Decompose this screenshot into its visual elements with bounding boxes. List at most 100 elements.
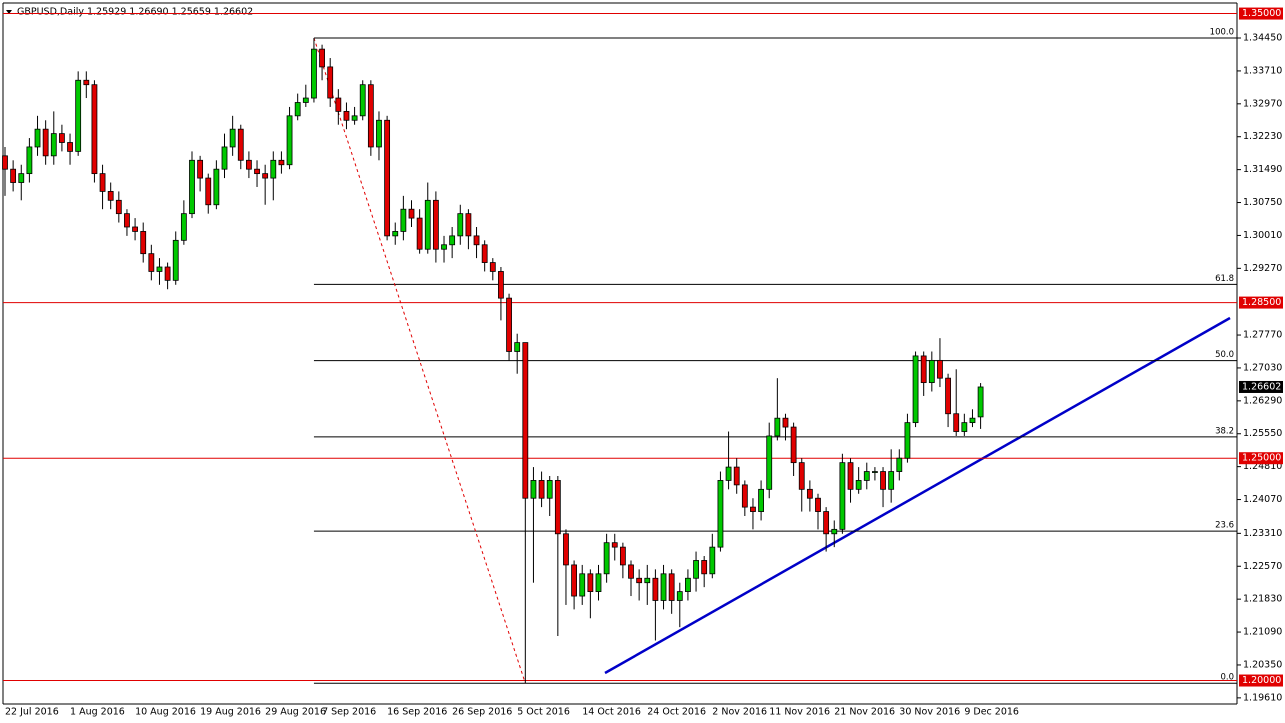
candle-body: [205, 177, 212, 206]
candle-body: [294, 102, 301, 117]
x-tick-label: 1 Aug 2016: [70, 707, 125, 718]
candle-body: [628, 564, 634, 579]
candle-body: [953, 413, 960, 432]
candle-body: [392, 231, 399, 237]
candle-body: [701, 560, 708, 575]
y-tick-label: 1.24070: [1243, 494, 1282, 505]
candle-body: [115, 199, 122, 215]
candle-body: [676, 591, 683, 601]
candle-body: [668, 573, 675, 601]
y-tick-label: 1.32230: [1243, 131, 1282, 142]
candle-body: [164, 266, 171, 281]
candle-body: [709, 546, 716, 575]
candle-body: [603, 542, 610, 575]
level-label-box: [1239, 452, 1283, 465]
candle-body: [636, 577, 643, 584]
candle-body: [928, 359, 935, 384]
y-tick-label: 1.30010: [1243, 230, 1282, 241]
x-tick-label: 24 Oct 2016: [647, 707, 706, 718]
candle-body: [132, 226, 138, 232]
level-label: 1.28500: [1242, 297, 1281, 308]
x-tick-label: 21 Nov 2016: [834, 707, 895, 718]
fib-diagonal: [313, 37, 526, 684]
candle-body: [660, 573, 667, 601]
y-tick-label: 1.23310: [1243, 528, 1282, 539]
level-label: 1.20000: [1242, 675, 1281, 686]
candle-body: [774, 417, 781, 437]
candle-body: [489, 262, 496, 272]
menu-triangle[interactable]: [6, 10, 12, 14]
candle-body: [319, 48, 325, 68]
candle-body: [888, 471, 895, 490]
candle-body: [920, 355, 927, 384]
x-tick-label: 14 Oct 2016: [582, 707, 641, 718]
candle-body: [213, 168, 220, 206]
level-label: 1.25000: [1242, 453, 1281, 464]
candle-body: [741, 484, 748, 508]
y-tick-label: 1.33710: [1243, 65, 1282, 76]
x-tick-label: 9 Dec 2016: [964, 707, 1019, 718]
candle-body: [59, 133, 65, 143]
candle-body: [733, 466, 740, 486]
candle-body: [855, 480, 862, 490]
candle-body: [270, 159, 277, 179]
candle-body: [863, 471, 870, 481]
x-tick-label: 2 Nov 2016: [712, 707, 767, 718]
candle-body: [790, 426, 797, 464]
candle-body: [237, 128, 244, 161]
candle-body: [197, 159, 204, 179]
y-tick-label: 1.27770: [1243, 330, 1282, 341]
level-label-box: [1239, 7, 1283, 20]
candle-body: [725, 466, 732, 481]
current-price-label: 1.26602: [1242, 381, 1281, 392]
candle-body: [530, 480, 537, 499]
candle-body: [823, 511, 830, 535]
y-tick-label: 1.32970: [1243, 98, 1282, 109]
candle-body: [376, 119, 382, 148]
candle-body: [766, 435, 773, 490]
x-tick-label: 22 Jul 2016: [5, 707, 59, 718]
y-tick-label: 1.25550: [1243, 428, 1282, 439]
candle-body: [189, 159, 195, 215]
candle-body: [847, 462, 854, 490]
candle-body: [465, 213, 472, 237]
fib-level-label: 23.6: [1215, 521, 1234, 531]
candle-body: [351, 115, 358, 121]
candle-body: [335, 97, 342, 112]
candle-body: [693, 560, 699, 579]
fib-level-label: 50.0: [1215, 350, 1234, 360]
candle-body: [245, 159, 252, 170]
candle-body: [34, 128, 41, 148]
x-tick-label: 16 Sep 2016: [387, 707, 447, 718]
candle-body: [359, 84, 366, 117]
candle-body: [571, 564, 577, 597]
candle-body: [2, 155, 8, 170]
candle-body: [587, 573, 594, 592]
candle-body: [563, 533, 569, 566]
candle-body: [522, 342, 529, 499]
candle-body: [384, 119, 391, 237]
y-tick-label: 1.21090: [1243, 627, 1282, 638]
candle-body: [750, 506, 756, 512]
candle-body: [758, 488, 764, 512]
candle-body: [124, 213, 130, 228]
fib-level-label: 61.8: [1215, 274, 1234, 284]
fib-level-label: 0.0: [1220, 673, 1234, 683]
candle-body: [262, 173, 269, 179]
candle-body: [400, 208, 407, 232]
y-tick-label: 1.34450: [1243, 33, 1282, 44]
candle-body: [481, 244, 488, 263]
candle-body: [18, 173, 25, 183]
candle-body: [278, 159, 285, 166]
candle-body: [969, 417, 976, 424]
candle-body: [473, 235, 480, 246]
candle-body: [652, 577, 659, 601]
candle-body: [514, 342, 521, 352]
candle-body: [156, 266, 163, 272]
y-tick-label: 1.24810: [1243, 461, 1282, 472]
candle-body: [904, 422, 911, 459]
candle-body: [343, 110, 350, 121]
